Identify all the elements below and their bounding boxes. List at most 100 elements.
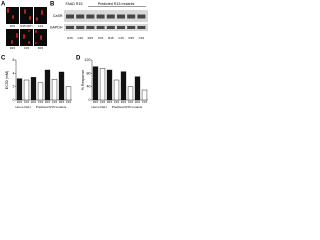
image-label: R15 (WT) [20,24,32,28]
cell [28,42,30,44]
lane-label: C15 [98,36,104,40]
row-label: CaSR [53,14,63,18]
lane-label: R15 [88,36,94,40]
cell [23,37,25,39]
bar [120,71,127,101]
cell [29,18,31,20]
lane-label: C15 [118,36,124,40]
image-label: R15 [38,46,44,50]
band [117,14,125,19]
lane-label: R15 [128,36,134,40]
micrograph [34,7,47,24]
group-label: Homo FHH [91,105,106,109]
x-tick-label: C15 [128,100,134,104]
band [76,26,85,29]
band [96,26,105,29]
y-tick-label: 2 [13,85,15,89]
y-tick-label: 4 [13,71,15,75]
bar [113,79,120,101]
image-label: C15 [38,24,44,28]
band [96,14,105,19]
panel-label: B [50,2,55,8]
bar [65,86,72,101]
panel-label: D [76,56,81,62]
lane-label: C15 [77,36,83,40]
panel-label: C [1,56,6,62]
bar [23,79,30,101]
cell [35,42,37,44]
blot [64,24,148,31]
cell [41,13,43,15]
bar [99,68,106,101]
row-label: GAPDH [50,25,63,29]
y-tick-label: 40 [87,85,91,89]
x-tick-label: C15 [24,100,30,104]
bar [141,89,148,101]
band [106,14,115,19]
cell [35,31,37,33]
bar [58,71,65,101]
x-tick-label: R15 [121,100,127,104]
bar [92,66,99,101]
y-tick-label: 80 [87,71,91,75]
y-tick-label: 0 [89,98,91,102]
cell [16,36,18,38]
y-tick-label: 120 [85,58,91,62]
band [66,14,74,19]
band [137,14,146,19]
image-label: C15 [24,46,30,50]
band [137,26,146,29]
band [117,26,125,29]
cell [24,12,26,14]
cell [12,17,14,19]
bar [44,69,51,101]
band [86,14,95,19]
x-tick-label: C15 [66,100,72,104]
cell [11,42,13,44]
x-tick-label: C15 [114,100,120,104]
x-tick-label: R15 [135,100,141,104]
blot [64,10,148,22]
bar [51,79,58,101]
x-tick-label: R15 [45,100,51,104]
cell [7,11,9,13]
band [127,14,136,19]
bar [16,78,23,101]
micrograph [20,29,33,46]
x-tick-label: R15 [59,100,65,104]
y-axis-label: % Response [81,70,85,90]
x-tick-label: R15 [107,100,113,104]
group-label: Homo FHH [15,105,30,109]
panel-label: A [1,2,6,8]
band [127,26,136,29]
micrograph [20,7,33,24]
image-label: R15 [10,46,16,50]
group-label: FAAD R15 [66,2,83,6]
bar [37,82,44,101]
bar [106,69,113,101]
group-label: Predicted R15 mutants [112,105,143,109]
lane-label: R15 [67,36,73,40]
lane-label: C15 [139,36,145,40]
bar [30,77,37,101]
bar [134,76,141,101]
image-label: R15 [10,24,16,28]
group-label: Predicted R15 mutants [36,105,67,109]
x-tick-label: R15 [31,100,37,104]
cell [40,38,42,40]
band [76,14,85,19]
y-tick-label: 6 [13,58,15,62]
lane-label: R15 [108,36,114,40]
band [86,26,95,29]
x-tick-label: C15 [100,100,106,104]
cell [36,19,38,21]
x-tick-label: C15 [142,100,148,104]
group-label: Predicted R15 mutants [98,2,135,6]
band [66,26,74,29]
micrograph [6,29,19,46]
cell [28,30,30,32]
x-tick-label: R15 [17,100,23,104]
x-tick-label: R15 [93,100,99,104]
y-axis-label: EC50 (mM) [5,71,9,89]
